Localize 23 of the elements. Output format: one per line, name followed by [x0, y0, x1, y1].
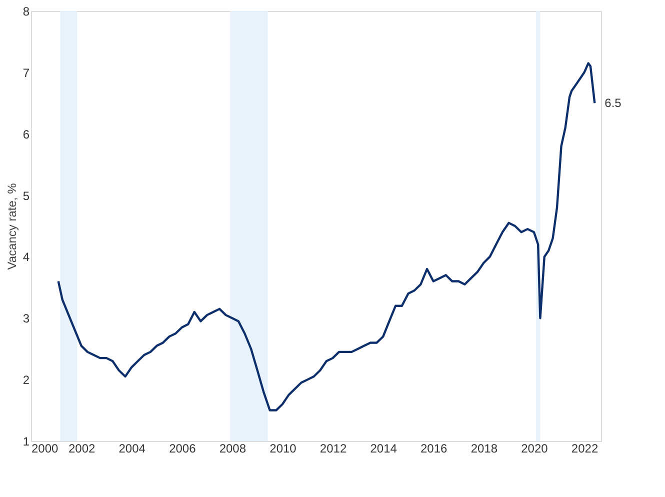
y-tick-label: 3 — [22, 312, 30, 326]
y-tick-label: 8 — [22, 4, 30, 18]
x-tick-label: 2014 — [370, 442, 398, 456]
x-tick-label: 2000 — [32, 442, 59, 456]
y-tick-label: 2 — [22, 373, 30, 388]
x-tick-label: 2012 — [320, 442, 347, 456]
y-tick-label: 5 — [22, 188, 30, 203]
x-tick-label: 2020 — [521, 442, 548, 456]
y-axis-title: Vacancy rate, % — [4, 182, 19, 270]
x-tick-label: 2022 — [571, 442, 598, 456]
annotation: 6.5 — [604, 96, 622, 110]
x-tick-label: 2018 — [470, 442, 498, 456]
line-series — [57, 62, 596, 412]
x-tick-label: 2010 — [270, 442, 297, 456]
x-tick-label: 2006 — [169, 442, 196, 456]
x-tick-label: 2008 — [219, 442, 246, 456]
y-tick-label: 6 — [22, 127, 30, 142]
y-tick-label: 7 — [22, 66, 30, 80]
y-tick-label: 1 — [22, 434, 30, 448]
y-tick-label: 4 — [22, 250, 30, 264]
x-tick-label: 2016 — [420, 442, 448, 456]
x-tick-label: 2004 — [118, 442, 146, 456]
x-tick-label: 2002 — [68, 442, 96, 456]
